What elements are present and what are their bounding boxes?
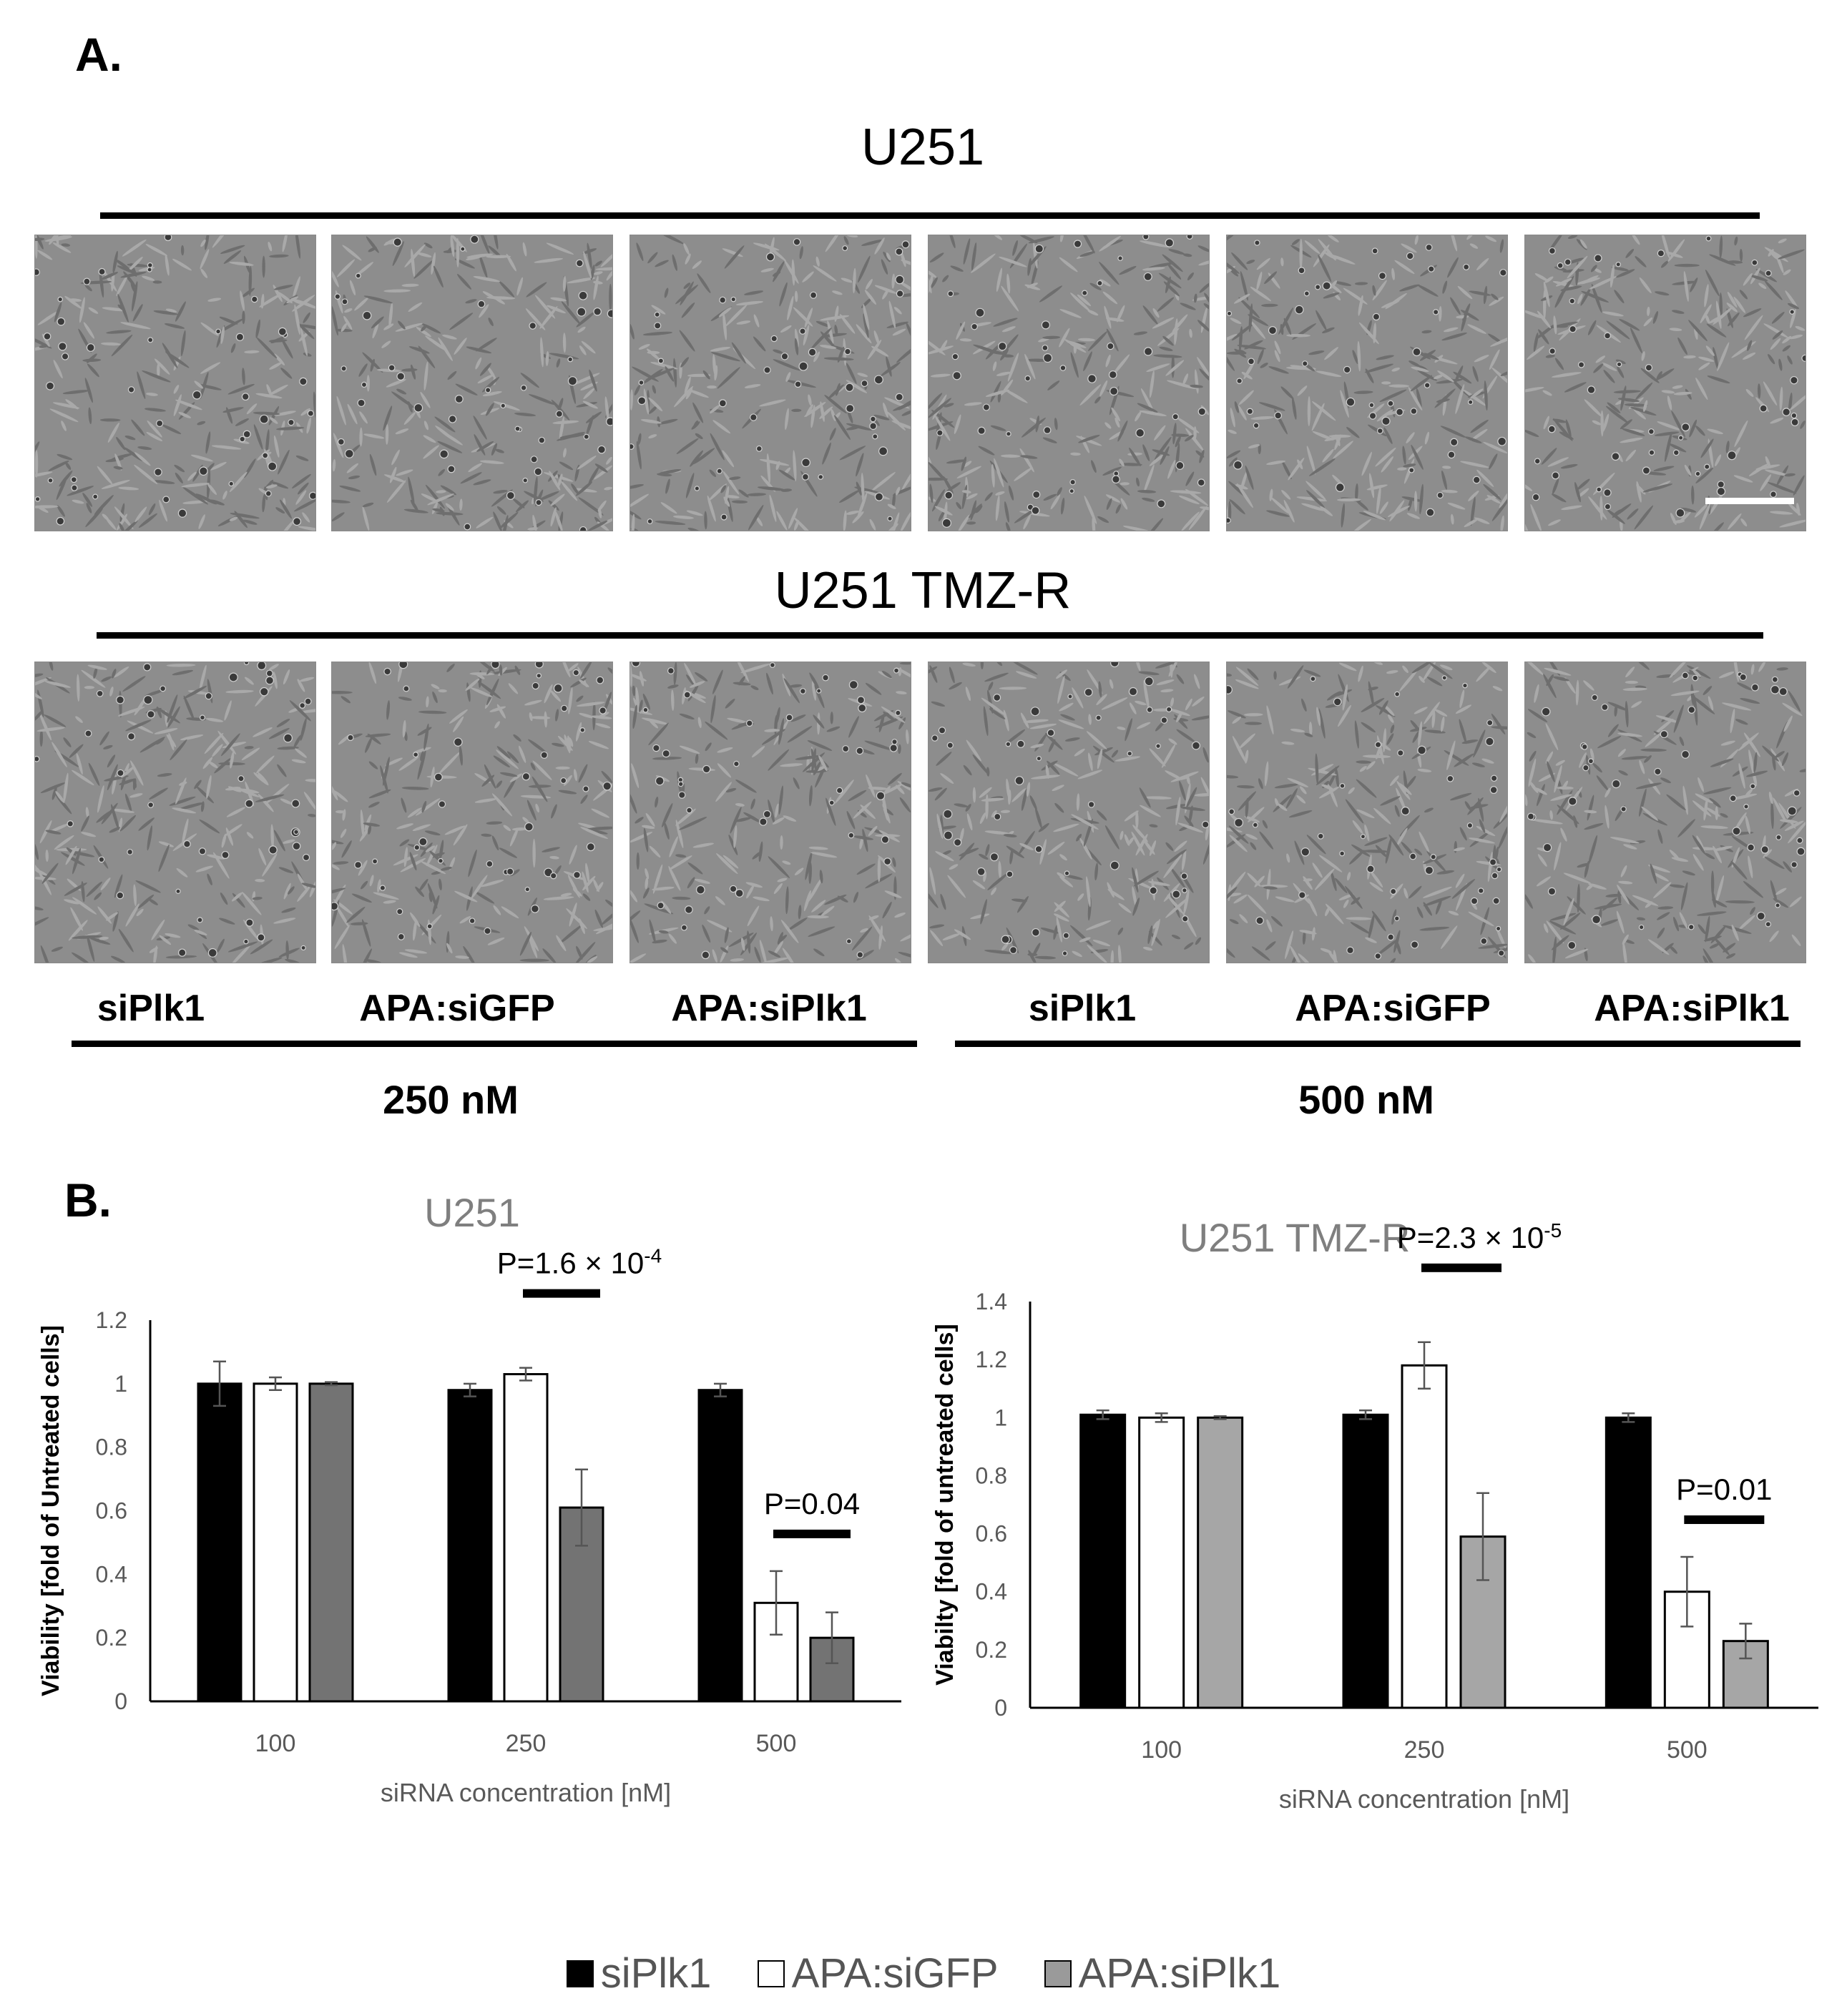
x-tick-label: 250 [506, 1730, 547, 1757]
micrograph-image [1524, 662, 1806, 963]
row2-title: U251 TMZ-R [774, 562, 1072, 619]
p-value-label: P=2.3 × 10-5 [1397, 1219, 1562, 1254]
p-value-label: P=1.6 × 10-4 [497, 1244, 662, 1280]
bar [1197, 1416, 1244, 1709]
bar [197, 1382, 242, 1703]
x-tick-label: 100 [1141, 1736, 1182, 1764]
lane-label: APA:siGFP [1295, 988, 1491, 1029]
micrograph-image [34, 235, 316, 531]
y-tick-label: 0.8 [96, 1435, 127, 1460]
y-tick-label: 0 [114, 1688, 127, 1714]
significance-bar [1684, 1515, 1765, 1525]
y-tick-label: 0.2 [96, 1625, 127, 1651]
chart-u251: U251 0 0.2 0.4 0.6 0.8 1 1.2 Viability [fold of … [37, 1190, 901, 1807]
bar [253, 1382, 298, 1703]
bar [447, 1389, 493, 1703]
chart-title: U251 [424, 1190, 520, 1235]
micrograph-image [1226, 662, 1508, 963]
y-axis-label: Viabilty [fold of untreated cells] [931, 1324, 959, 1686]
micrograph-image [1226, 235, 1508, 531]
legend: siPlk1 APA:siGFP APA:siPlk1 [0, 1945, 1847, 1997]
y-tick-label: 0.4 [96, 1561, 127, 1587]
x-tick-label: 500 [756, 1730, 797, 1757]
chart-title: U251 TMZ-R [1180, 1215, 1411, 1260]
bar [697, 1389, 743, 1703]
micrograph-image [629, 662, 911, 963]
legend-label: APA:siPlk1 [1078, 1950, 1281, 1997]
legend-label: siPlk1 [600, 1950, 712, 1997]
micrograph-image [34, 662, 316, 963]
bar [1342, 1413, 1389, 1709]
row2-rule [97, 632, 1763, 639]
legend-swatch [566, 1960, 594, 1987]
bar [1079, 1413, 1127, 1709]
legend-swatch [757, 1960, 785, 1987]
conc-rule-250 [72, 1041, 917, 1047]
legend-item: APA:siPlk1 [1044, 1947, 1281, 1997]
x-tick-label: 250 [1404, 1736, 1445, 1764]
micrograph-image [629, 235, 911, 531]
x-tick-label: 100 [255, 1730, 296, 1757]
y-tick-label: 0.2 [976, 1637, 1007, 1663]
conc-rule-500 [955, 1041, 1801, 1047]
y-tick-label: 0.6 [976, 1521, 1007, 1547]
y-tick-label: 0.8 [976, 1462, 1007, 1488]
y-tick-label: 0.6 [96, 1498, 127, 1524]
legend-item: siPlk1 [566, 1947, 712, 1997]
y-tick-label: 1.4 [976, 1289, 1007, 1314]
bar [1401, 1364, 1448, 1709]
row1-title: U251 [861, 119, 985, 176]
chart-u251-tmzr: U251 TMZ-R 0 0.2 0.4 0.6 0.8 1 1.2 1.4 Viabilty [… [931, 1215, 1818, 1814]
bar [1605, 1416, 1652, 1709]
x-tick-label: 500 [1667, 1736, 1708, 1764]
legend-swatch [1044, 1960, 1072, 1987]
x-axis-label: siRNA concentration [nM] [381, 1778, 671, 1807]
micrograph-image [928, 235, 1210, 531]
micrograph-image [1524, 235, 1806, 531]
x-axis-label: siRNA concentration [nM] [1279, 1784, 1569, 1814]
bar [308, 1382, 354, 1703]
p-value-label: P=0.01 [1676, 1472, 1772, 1506]
y-tick-label: 1.2 [96, 1307, 127, 1333]
y-axis-label: Viability [fold of Untreated cells] [37, 1325, 64, 1696]
p-value-label: P=0.04 [764, 1487, 860, 1520]
bar [503, 1373, 549, 1703]
conc-label-500: 500 nM [1298, 1077, 1434, 1122]
lane-label: siPlk1 [97, 988, 205, 1029]
y-tick-label: 1 [114, 1371, 127, 1397]
panel-a-letter: A. [75, 28, 122, 81]
panel-b-letter: B. [64, 1174, 112, 1226]
y-tick-label: 0.4 [976, 1579, 1007, 1605]
y-tick-label: 0 [994, 1695, 1007, 1721]
significance-bar [773, 1529, 851, 1538]
legend-label: APA:siGFP [791, 1950, 999, 1997]
micrograph-image [331, 235, 613, 531]
micrograph-image [928, 662, 1210, 963]
lane-label: siPlk1 [1028, 988, 1137, 1029]
y-tick-label: 1.2 [976, 1347, 1007, 1372]
micrograph-image [331, 662, 613, 963]
significance-bar [523, 1289, 600, 1298]
legend-item: APA:siGFP [757, 1947, 999, 1997]
lane-label: APA:siGFP [359, 988, 555, 1029]
y-tick-label: 1 [994, 1405, 1007, 1430]
scale-bar [1705, 498, 1794, 504]
row1-rule [100, 212, 1760, 219]
lane-label: APA:siPlk1 [671, 988, 867, 1029]
conc-label-250: 250 nM [383, 1077, 519, 1122]
lane-label: APA:siPlk1 [1594, 988, 1790, 1029]
significance-bar [1421, 1263, 1501, 1272]
bar [1138, 1416, 1185, 1709]
